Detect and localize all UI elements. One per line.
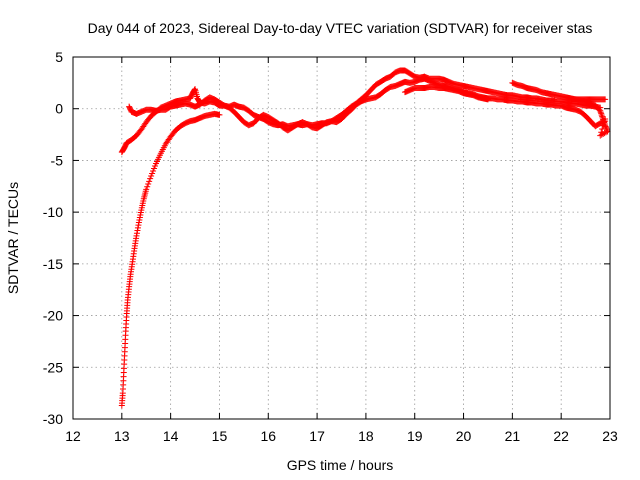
data-point	[147, 175, 154, 182]
data-point	[216, 111, 223, 118]
x-axis-label: GPS time / hours	[287, 457, 394, 473]
x-tick-label: 18	[358, 428, 374, 444]
x-tick-label: 21	[505, 428, 521, 444]
data-point	[598, 129, 605, 136]
data-point	[600, 122, 607, 129]
y-tick-label: 5	[55, 49, 63, 65]
y-tick-label: -15	[43, 256, 63, 272]
data-point	[143, 186, 150, 193]
x-tick-label: 13	[114, 428, 130, 444]
y-tick-label: -20	[43, 308, 63, 324]
data-point	[602, 116, 609, 123]
x-tick-label: 23	[602, 428, 618, 444]
y-tick-label: -25	[43, 359, 63, 375]
x-tick-label: 19	[407, 428, 423, 444]
data-point	[518, 96, 525, 103]
x-tick-label: 12	[65, 428, 81, 444]
x-tick-label: 15	[212, 428, 228, 444]
x-tick-label: 22	[553, 428, 569, 444]
y-tick-label: -5	[51, 152, 64, 168]
data-point	[146, 178, 153, 185]
data-point	[534, 96, 541, 103]
x-tick-label: 17	[309, 428, 325, 444]
x-tick-label: 14	[163, 428, 179, 444]
data-points	[118, 67, 611, 409]
data-point	[599, 125, 606, 132]
x-tick-label: 20	[456, 428, 472, 444]
data-point	[551, 96, 558, 103]
data-point	[484, 96, 491, 103]
y-axis-label: SDTVAR / TECUs	[5, 182, 21, 294]
chart-title: Day 044 of 2023, Sidereal Day-to-day VTE…	[88, 20, 593, 36]
data-point	[144, 183, 151, 190]
plot-frame	[72, 56, 611, 420]
data-point	[601, 119, 608, 126]
data-point	[501, 96, 508, 103]
grid-lines	[73, 57, 610, 419]
data-point	[602, 96, 609, 103]
y-tick-label: -30	[43, 411, 63, 427]
y-tick-label: -10	[43, 204, 63, 220]
x-tick-label: 16	[260, 428, 276, 444]
y-tick-label: 0	[55, 101, 63, 117]
axis-ticks: 12 13 14 15 16 17 18 19 20 21 22 23 -30 -25 -20 -15 -10 -…	[43, 49, 618, 444]
data-point	[597, 132, 604, 139]
data-point	[145, 181, 152, 188]
